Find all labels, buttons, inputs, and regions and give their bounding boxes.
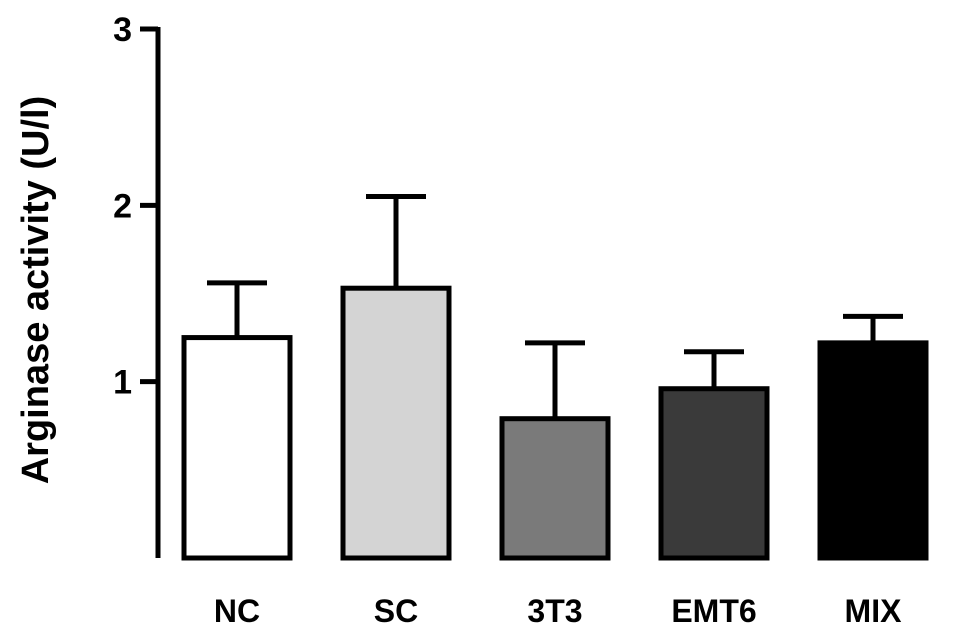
x-tick-label-mix: MIX xyxy=(845,593,903,629)
bar-sc xyxy=(340,285,452,561)
x-tick-label-3t3: 3T3 xyxy=(527,593,582,629)
x-tick-label-emt6: EMT6 xyxy=(671,593,756,629)
bar-nc xyxy=(181,335,293,561)
x-tick-label-sc: SC xyxy=(374,593,418,629)
bar-emt6 xyxy=(658,386,770,561)
y-tick-label-1: 1 xyxy=(113,364,132,402)
y-axis-title: Arginase activity (U/l) xyxy=(15,96,57,485)
bars-layer xyxy=(181,285,929,561)
y-tick-label-3: 3 xyxy=(113,11,132,49)
bar-3t3 xyxy=(499,416,611,561)
x-tick-label-nc: NC xyxy=(214,593,260,629)
error-bars-layer xyxy=(207,194,903,419)
y-axis: 1 2 3 xyxy=(113,11,161,558)
bar-mix xyxy=(817,340,929,561)
y-tick-label-2: 2 xyxy=(113,187,132,225)
category-labels: NC SC 3T3 EMT6 MIX xyxy=(214,593,902,629)
